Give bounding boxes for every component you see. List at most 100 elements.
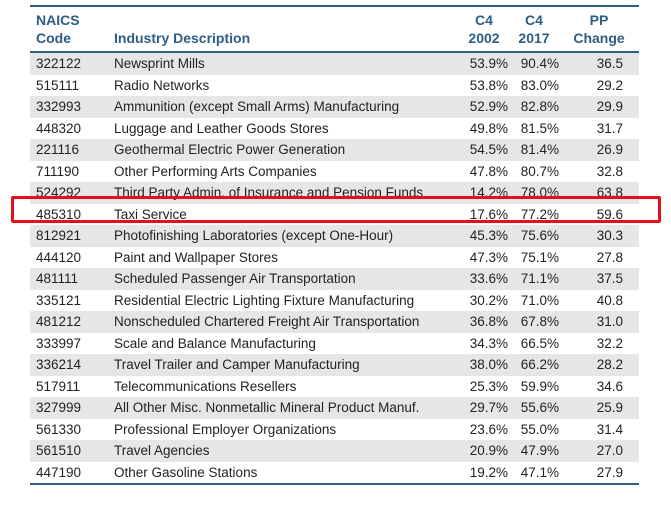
c4-2002-cell: 34.3%	[469, 335, 508, 351]
naics-code-cell: 335121	[36, 292, 82, 308]
naics-code-cell: 322122	[36, 56, 82, 71]
c4-2017-cell: 80.7%	[520, 163, 559, 179]
table-header: NAICS Code Industry Description C4 2002 …	[30, 7, 639, 53]
naics-code-cell: 327999	[36, 400, 82, 415]
naics-code-cell: 711190	[36, 163, 80, 179]
table-row: 524292 Third Party Admin. of Insurance an…	[30, 182, 639, 204]
table-row: 333997 Scale and Balance Manufacturing 34.…	[30, 333, 639, 355]
pp-change-cell: 37.5	[596, 271, 623, 286]
industry-description-cell: Residential Electric Lighting Fixture Ma…	[114, 292, 415, 308]
industry-description-cell: Scheduled Passenger Air Transportation	[114, 271, 356, 286]
naics-code-cell: 447190	[36, 464, 82, 480]
c4-2002-cell: 29.7%	[469, 400, 508, 415]
c4-2017-cell: 66.5%	[520, 335, 559, 351]
naics-code-cell: 561330	[36, 421, 82, 437]
table-row: 335121 Residential Electric Lighting Fixt…	[30, 290, 639, 312]
industry-description-cell: Scale and Balance Manufacturing	[114, 335, 316, 351]
header-c4-2017: C4 2017	[518, 12, 550, 46]
industry-description-cell: Nonscheduled Chartered Freight Air Trans…	[114, 314, 420, 329]
c4-2002-cell: 17.6%	[469, 206, 508, 222]
naics-code-cell: 812921	[36, 228, 82, 243]
c4-2017-cell: 67.8%	[520, 314, 559, 329]
table-row: 481212 Nonscheduled Chartered Freight Air…	[30, 311, 639, 333]
industry-description-cell: Professional Employer Organizations	[114, 421, 337, 437]
c4-2017-cell: 66.2%	[520, 357, 559, 372]
c4-2002-cell: 49.8%	[469, 120, 508, 136]
pp-change-cell: 34.6	[596, 378, 623, 394]
pp-change-cell: 26.9	[596, 142, 623, 157]
c4-2002-cell: 14.2%	[469, 185, 508, 200]
pp-change-cell: 27.8	[596, 249, 623, 265]
naics-code-cell: 444120	[36, 249, 82, 265]
table-row: 336214 Travel Trailer and Camper Manufact…	[30, 354, 639, 376]
c4-2002-cell: 47.3%	[469, 249, 508, 265]
c4-2017-cell: 75.1%	[520, 249, 559, 265]
naics-code-cell: 332993	[36, 99, 82, 114]
industry-description-cell: All Other Misc. Nonmetallic Mineral Prod…	[114, 400, 420, 415]
table-row: 327999 All Other Misc. Nonmetallic Minera…	[30, 397, 639, 419]
naics-code-cell: 481111	[36, 271, 79, 286]
table-row: 711190 Other Performing Arts Companies 47.…	[30, 161, 639, 183]
naics-code-cell: 515111	[36, 77, 80, 93]
table-row: 322122 Newsprint Mills 53.9% 90.4% 36.5	[30, 53, 639, 75]
industry-description-cell: Radio Networks	[114, 77, 210, 93]
industry-description-cell: Taxi Service	[114, 206, 187, 222]
c4-2002-cell: 47.8%	[469, 163, 508, 179]
industry-description-cell: Geothermal Electric Power Generation	[114, 142, 346, 157]
table-row: 448320 Luggage and Leather Goods Stores 49…	[30, 118, 639, 140]
c4-2002-cell: 54.5%	[469, 142, 508, 157]
c4-2002-cell: 45.3%	[469, 228, 508, 243]
c4-2017-cell: 71.0%	[520, 292, 559, 308]
header-industry-description: Industry Description	[114, 30, 251, 46]
industry-description-cell: Ammunition (except Small Arms) Manufactu…	[114, 99, 400, 114]
c4-2017-cell: 81.5%	[520, 120, 559, 136]
pp-change-cell: 59.6	[596, 206, 623, 222]
c4-2017-cell: 47.9%	[520, 443, 559, 458]
pp-change-cell: 32.2	[596, 335, 623, 351]
table-row: 447190 Other Gasoline Stations 19.2% 47.1% 2…	[30, 462, 639, 484]
c4-2002-cell: 19.2%	[469, 464, 508, 480]
c4-2002-cell: 53.9%	[469, 56, 508, 71]
industry-description-cell: Travel Agencies	[114, 443, 210, 458]
naics-code-cell: 221116	[36, 142, 80, 157]
naics-code-cell: 333997	[36, 335, 82, 351]
c4-2017-cell: 55.6%	[520, 400, 559, 415]
pp-change-cell: 28.2	[596, 357, 623, 372]
pp-change-cell: 29.2	[596, 77, 623, 93]
table-row: 444120 Paint and Wallpaper Stores 47.3% 75.…	[30, 247, 639, 269]
c4-2017-cell: 75.6%	[520, 228, 559, 243]
c4-2002-cell: 33.6%	[469, 271, 508, 286]
table-row: 515111 Radio Networks 53.8% 83.0% 29.2	[30, 75, 639, 97]
industry-description-cell: Other Gasoline Stations	[114, 464, 258, 480]
table-row: 517911 Telecommunications Resellers 25.3% 5…	[30, 376, 639, 398]
table-body: 322122 Newsprint Mills 53.9% 90.4% 36.5 51511…	[30, 53, 639, 483]
table-row: 561510 Travel Agencies 20.9% 47.9% 27.0	[30, 440, 639, 462]
header-pp-change: PP Change	[573, 12, 625, 46]
industry-description-cell: Photofinishing Laboratories (except One-…	[114, 228, 394, 243]
naics-code-cell: 517911	[36, 378, 81, 394]
pp-change-cell: 36.5	[596, 56, 623, 71]
pp-change-cell: 31.0	[596, 314, 623, 329]
table-row: 332993 Ammunition (except Small Arms) Man…	[30, 96, 639, 118]
table-row: 485310 Taxi Service 17.6% 77.2% 59.6	[30, 204, 639, 226]
c4-2017-cell: 81.4%	[520, 142, 559, 157]
table-row: 812921 Photofinishing Laboratories (excep…	[30, 225, 639, 247]
industry-description-cell: Third Party Admin. of Insurance and Pens…	[114, 185, 424, 200]
header-naics-code: NAICS Code	[36, 12, 80, 46]
c4-2017-cell: 77.2%	[520, 206, 559, 222]
c4-2002-cell: 23.6%	[469, 421, 508, 437]
pp-change-cell: 27.9	[596, 464, 623, 480]
c4-2002-cell: 38.0%	[469, 357, 508, 372]
pp-change-cell: 27.0	[596, 443, 623, 458]
industry-description-cell: Telecommunications Resellers	[114, 378, 297, 394]
c4-2002-cell: 25.3%	[469, 378, 508, 394]
c4-2002-cell: 20.9%	[469, 443, 508, 458]
c4-2017-cell: 78.0%	[520, 185, 559, 200]
industry-description-cell: Newsprint Mills	[114, 56, 205, 71]
c4-2017-cell: 59.9%	[520, 378, 559, 394]
naics-code-cell: 336214	[36, 357, 82, 372]
header-c4-2002: C4 2002	[468, 12, 500, 46]
c4-2017-cell: 82.8%	[520, 99, 559, 114]
c4-2017-cell: 90.4%	[520, 56, 559, 71]
industry-description-cell: Luggage and Leather Goods Stores	[114, 120, 329, 136]
